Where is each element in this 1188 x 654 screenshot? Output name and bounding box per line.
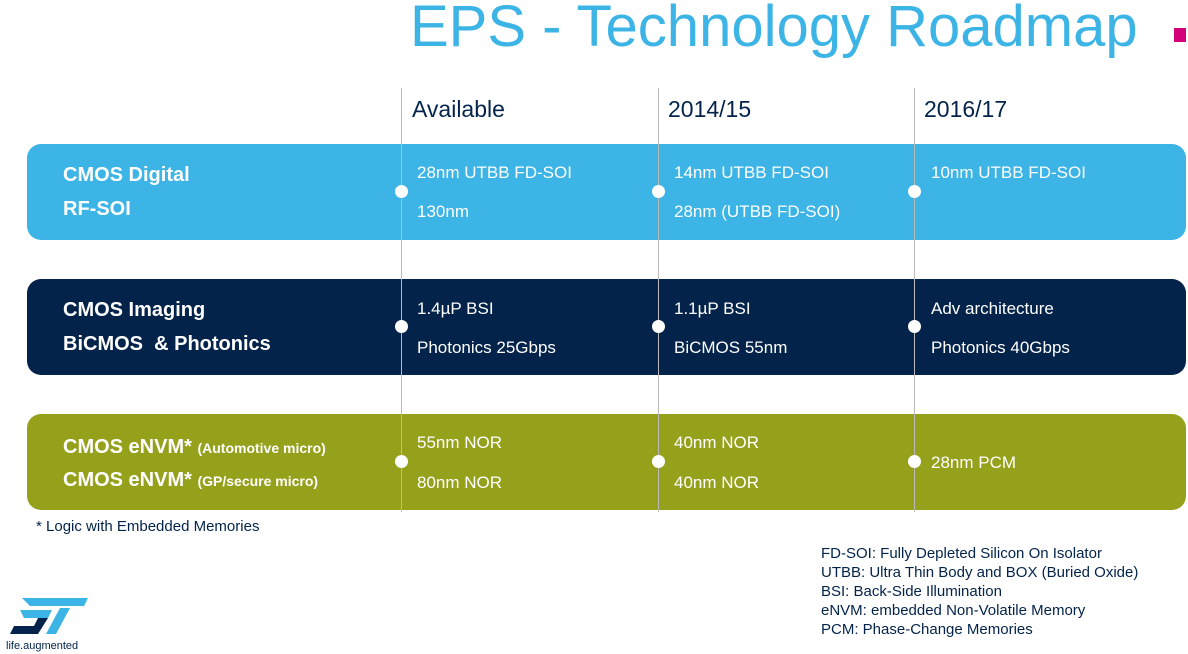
cell-row3-available-2: 80nm NOR (417, 473, 503, 492)
glossary-item: UTBB: Ultra Thin Body and BOX (Buried Ox… (821, 564, 1139, 581)
timeline-dot (652, 320, 665, 333)
cell-row2-2014-2: BiCMOS 55nm (674, 338, 788, 357)
band-cmos-envm (27, 414, 1186, 510)
footnote: * Logic with Embedded Memories (36, 518, 260, 535)
band-cmos-imaging (27, 279, 1186, 375)
row-label-note: (Automotive micro) (197, 440, 326, 456)
timeline-dot (395, 455, 408, 468)
row-label-bicmos-photonics: BiCMOS & Photonics (63, 333, 271, 356)
band-cmos-digital (27, 144, 1186, 240)
timeline-line-2016-17 (914, 88, 915, 512)
timeline-dot (908, 185, 921, 198)
row-label-text: CMOS Digital (63, 164, 190, 186)
row-label-text: RF-SOI (63, 198, 131, 220)
column-header-available: Available (412, 96, 505, 122)
cell-row3-2014-1: 40nm NOR (674, 433, 760, 452)
row-label-rf-soi: RF-SOI (63, 198, 131, 221)
cell-row2-2016-2: Photonics 40Gbps (931, 338, 1070, 357)
glossary: FD-SOI: Fully Depleted Silicon On Isolat… (821, 544, 1138, 639)
cell-row2-available-1: 1.4µP BSI (417, 299, 494, 318)
timeline-dot (908, 320, 921, 333)
row-label-text: CMOS eNVM* (63, 436, 192, 458)
glossary-item: eNVM: embedded Non-Volatile Memory (821, 602, 1086, 619)
timeline-dot (395, 185, 408, 198)
cell-row1-2014-2: 28nm (UTBB FD-SOI) (674, 202, 841, 221)
cell-row3-2016-1: 28nm PCM (931, 453, 1017, 472)
cell-row1-available-1: 28nm UTBB FD-SOI (417, 163, 572, 182)
title-accent-square (1174, 28, 1186, 42)
column-header-2016-17: 2016/17 (924, 96, 1008, 122)
glossary-item: FD-SOI: Fully Depleted Silicon On Isolat… (821, 545, 1102, 562)
timeline-dot (652, 185, 665, 198)
row-label-cmos-envm-automotive: CMOS eNVM* (Automotive micro) (63, 436, 326, 459)
cell-row1-2016-1: 10nm UTBB FD-SOI (931, 163, 1086, 182)
row-label-text: CMOS Imaging (63, 299, 206, 321)
column-header-2014-15: 2014/15 (668, 96, 752, 122)
cell-row3-available-1: 55nm NOR (417, 433, 503, 452)
cell-row3-2014-2: 40nm NOR (674, 473, 760, 492)
cell-row1-available-2: 130nm (417, 202, 469, 221)
timeline-dot (652, 455, 665, 468)
cell-row2-2016-1: Adv architecture (931, 299, 1054, 318)
cell-row2-2014-1: 1.1µP BSI (674, 299, 751, 318)
timeline-line-available (401, 88, 402, 512)
row-label-text: BiCMOS & Photonics (63, 333, 271, 355)
row-label-cmos-envm-gp: CMOS eNVM* (GP/secure micro) (63, 469, 318, 492)
page-title: EPS - Technology Roadmap (410, 0, 1138, 59)
glossary-item: PCM: Phase-Change Memories (821, 621, 1033, 638)
cell-row1-2014-1: 14nm UTBB FD-SOI (674, 163, 829, 182)
tagline: life.augmented (6, 640, 79, 652)
glossary-item: BSI: Back-Side Illumination (821, 583, 1002, 600)
timeline-line-2014-15 (658, 88, 659, 512)
timeline-dot (908, 455, 921, 468)
row-label-cmos-digital: CMOS Digital (63, 164, 190, 187)
timeline-dot (395, 320, 408, 333)
st-logo-icon (10, 598, 88, 634)
row-label-text: CMOS eNVM* (63, 469, 192, 491)
row-label-note: (GP/secure micro) (197, 473, 319, 489)
row-label-cmos-imaging: CMOS Imaging (63, 299, 205, 322)
cell-row2-available-2: Photonics 25Gbps (417, 338, 556, 357)
